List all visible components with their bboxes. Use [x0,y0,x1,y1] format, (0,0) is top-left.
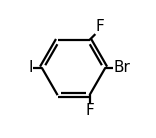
Text: I: I [28,60,33,75]
Text: Br: Br [114,60,131,75]
Text: F: F [96,19,105,34]
Text: F: F [85,103,94,118]
